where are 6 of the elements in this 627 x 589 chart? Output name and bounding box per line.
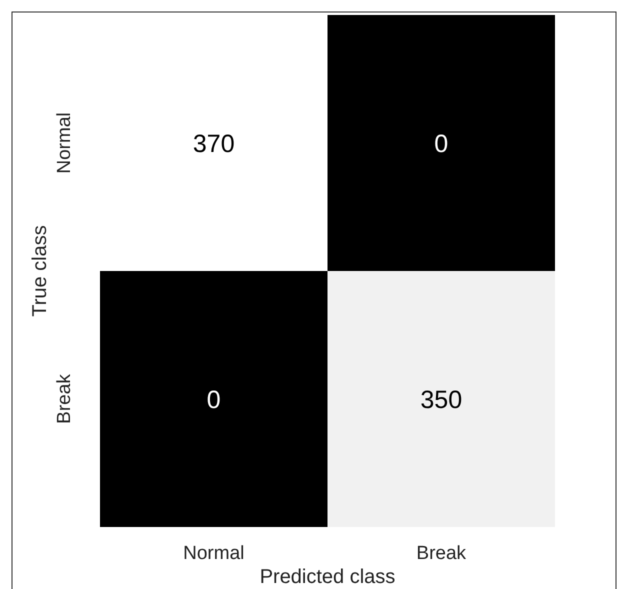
data-label: 370 [192,130,235,158]
data-label: 0 [434,130,448,158]
data-label: 350 [420,386,462,414]
data-label: 0 [206,386,221,414]
y-axis-title: True class [29,225,51,317]
x-axis-title: Predicted class [260,566,396,588]
